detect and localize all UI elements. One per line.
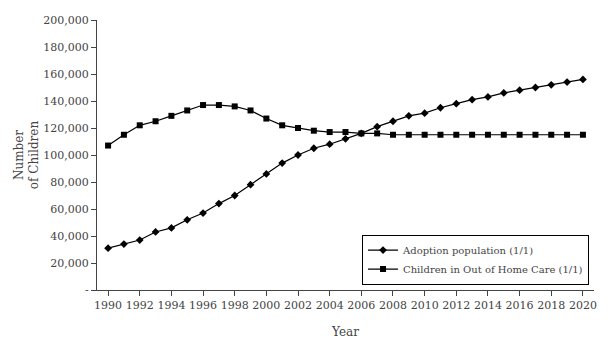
svg-text:2016: 2016	[506, 299, 534, 312]
svg-text:2002: 2002	[284, 299, 312, 312]
svg-text:-: -	[85, 284, 89, 297]
svg-text:2006: 2006	[347, 299, 375, 312]
svg-text:Numberof Children: Numberof Children	[12, 121, 42, 190]
svg-text:140,000: 140,000	[43, 95, 89, 108]
svg-text:2010: 2010	[411, 299, 439, 312]
svg-text:60,000: 60,000	[50, 203, 89, 216]
svg-text:2014: 2014	[474, 299, 502, 312]
svg-text:2020: 2020	[569, 299, 597, 312]
svg-text:Children in Out of Home Care (: Children in Out of Home Care (1/1)	[403, 264, 583, 275]
svg-text:120,000: 120,000	[43, 122, 89, 135]
svg-text:1998: 1998	[221, 299, 249, 312]
svg-text:1994: 1994	[157, 299, 185, 312]
svg-text:Adoption population (1/1): Adoption population (1/1)	[402, 245, 533, 256]
svg-text:20,000: 20,000	[50, 257, 89, 270]
svg-text:2018: 2018	[537, 299, 565, 312]
svg-text:100,000: 100,000	[43, 149, 89, 162]
svg-text:80,000: 80,000	[50, 176, 89, 189]
svg-text:160,000: 160,000	[43, 68, 89, 81]
svg-text:1990: 1990	[94, 299, 122, 312]
svg-text:1996: 1996	[189, 299, 217, 312]
svg-text:1992: 1992	[126, 299, 154, 312]
svg-text:2008: 2008	[379, 299, 407, 312]
svg-text:200,000: 200,000	[43, 14, 89, 27]
svg-text:Year: Year	[331, 325, 359, 339]
svg-text:180,000: 180,000	[43, 41, 89, 54]
svg-text:40,000: 40,000	[50, 230, 89, 243]
svg-text:2000: 2000	[252, 299, 280, 312]
svg-text:2004: 2004	[316, 299, 344, 312]
svg-text:2012: 2012	[442, 299, 470, 312]
